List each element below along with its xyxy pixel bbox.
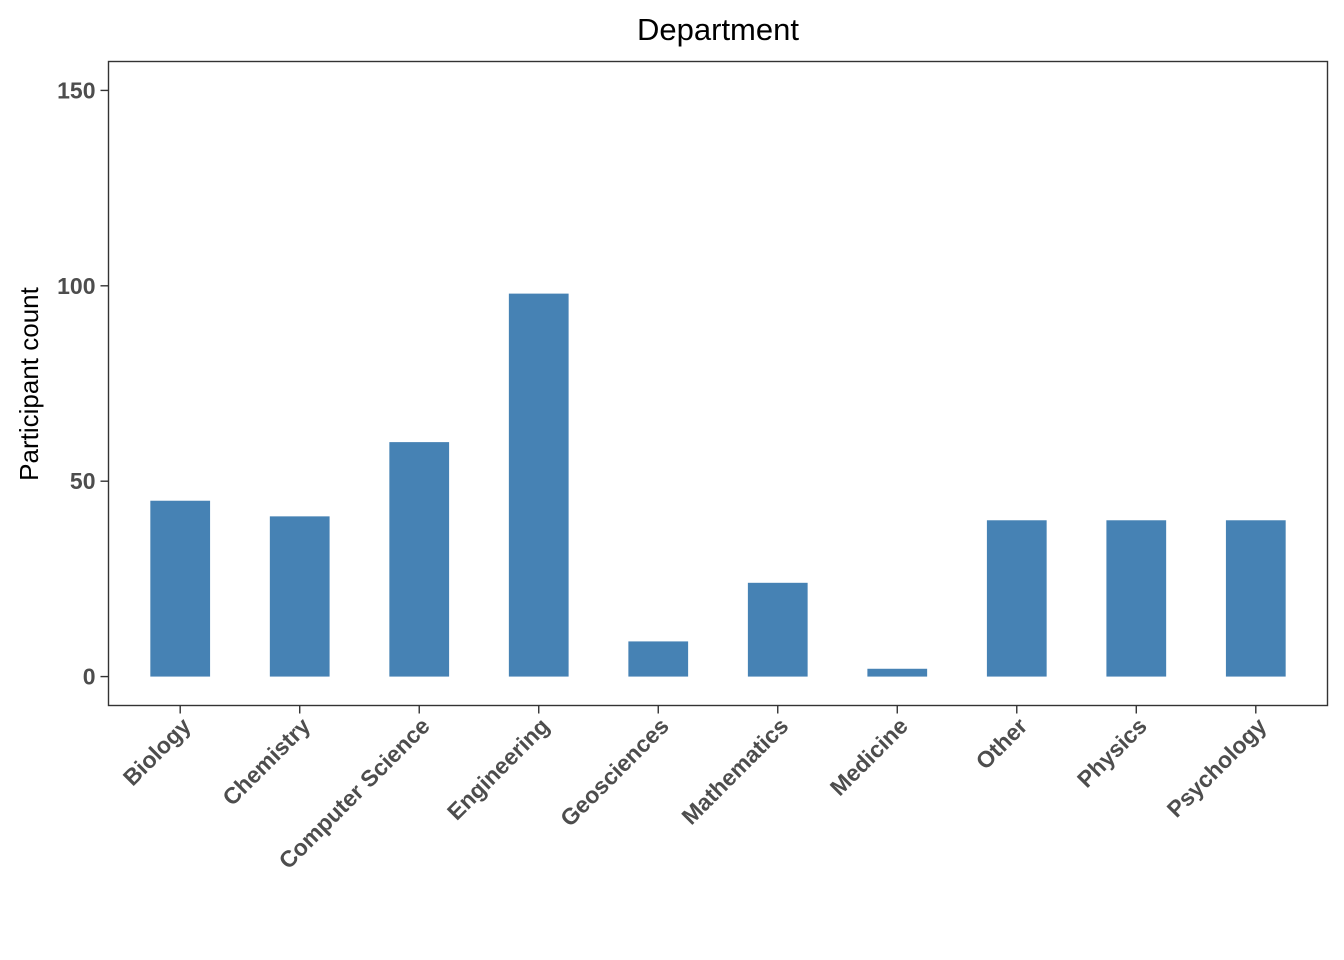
plot-panel-border: [107, 60, 1329, 707]
y-tick-label: 0: [83, 664, 96, 690]
bar-medicine: [867, 668, 928, 677]
x-tick-label-mathematics: Mathematics: [676, 713, 793, 830]
x-tick-label-medicine: Medicine: [825, 713, 913, 801]
x-tick-label-psychology: Psychology: [1162, 713, 1272, 823]
bar-geosciences: [628, 641, 689, 677]
x-tick-label-biology: Biology: [118, 713, 196, 791]
bar-mathematics: [747, 582, 808, 677]
x-tick-label-other: Other: [971, 713, 1033, 775]
x-tick-label-geosciences: Geosciences: [555, 713, 674, 832]
bars-layer: [150, 293, 1286, 677]
y-tick-label: 50: [70, 468, 96, 494]
x-tick-label-chemistry: Chemistry: [217, 713, 315, 811]
y-axis-title: Participant count: [14, 286, 44, 480]
y-axis: 0 50 100 150: [57, 77, 109, 690]
bar-physics: [1106, 520, 1167, 677]
x-tick-label-physics: Physics: [1072, 713, 1152, 793]
bar-engineering: [508, 293, 569, 677]
bar-computer-science: [389, 442, 450, 677]
bar-other: [986, 520, 1047, 677]
bar-biology: [150, 500, 211, 677]
x-tick-label-engineering: Engineering: [442, 713, 554, 825]
bar-chemistry: [269, 516, 330, 677]
bar-psychology: [1225, 520, 1286, 677]
y-tick-label: 150: [57, 77, 95, 103]
y-tick-label: 100: [57, 273, 95, 299]
chart-title: Department: [637, 12, 799, 47]
